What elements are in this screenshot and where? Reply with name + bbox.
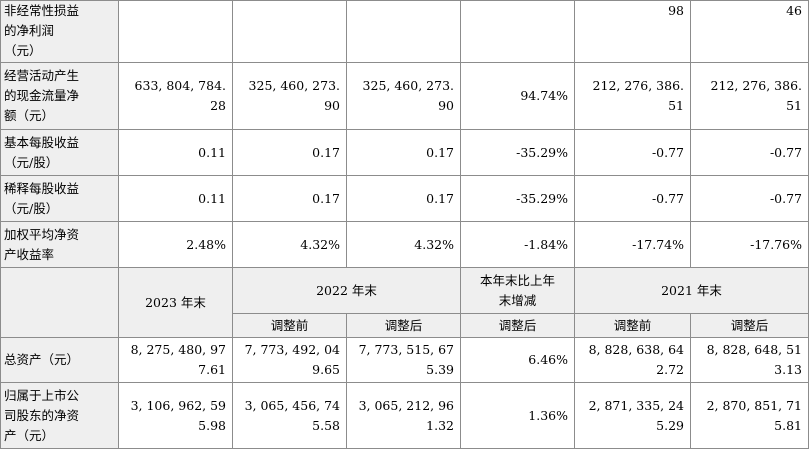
header-2021: 2021 年末 xyxy=(574,267,809,314)
header-blank-cell xyxy=(0,267,119,338)
cell-2022-after: 0.17 xyxy=(346,129,461,176)
cell-2023: 0.11 xyxy=(118,129,233,176)
cell-2021-after: 2, 870, 851, 71 5.81 xyxy=(690,382,809,449)
cell-2022-before xyxy=(232,0,347,63)
table-row-diluted-eps: 稀释每股收益 （元/股） 0.11 0.17 0.17 -35.29% -0.7… xyxy=(0,175,809,222)
cell-2022-before: 3, 065, 456, 74 5.58 xyxy=(232,382,347,449)
header-2021-after: 调整后 xyxy=(690,313,809,338)
header-2022-after: 调整后 xyxy=(346,313,461,338)
cell-2021-before: -17.74% xyxy=(574,221,691,268)
cell-2022-before: 4.32% xyxy=(232,221,347,268)
cell-2023 xyxy=(118,0,233,63)
table-row-total-assets: 总资产（元） 8, 275, 480, 97 7.61 7, 773, 492,… xyxy=(0,337,809,383)
row-label: 基本每股收益 （元/股） xyxy=(0,129,119,176)
cell-change: 94.74% xyxy=(460,62,575,130)
cell-2022-before: 0.17 xyxy=(232,175,347,222)
cell-2023: 633, 804, 784. 28 xyxy=(118,62,233,130)
cell-2021-before: 212, 276, 386. 51 xyxy=(574,62,691,130)
header-change: 本年末比上年 末增减 xyxy=(460,267,575,314)
table-row-nonrecurring-profit: 非经常性损益 的净利润 （元） 98 46 xyxy=(0,0,809,63)
cell-change: -1.84% xyxy=(460,221,575,268)
header-2022-before: 调整前 xyxy=(232,313,347,338)
header-change-after: 调整后 xyxy=(460,313,575,338)
header-2022: 2022 年末 xyxy=(232,267,461,314)
cell-2021-before: 98 xyxy=(574,0,691,63)
cell-change: 1.36% xyxy=(460,382,575,449)
cell-2022-after: 7, 773, 515, 67 5.39 xyxy=(346,337,461,383)
header-2021-before: 调整前 xyxy=(574,313,691,338)
header-row-adjustment: 调整前 调整后 调整后 调整前 调整后 xyxy=(1,313,809,338)
cell-2021-after: -0.77 xyxy=(690,129,809,176)
cell-2023: 2.48% xyxy=(118,221,233,268)
header-2023: 2023 年末 xyxy=(118,267,233,338)
cell-2021-after: -0.77 xyxy=(690,175,809,222)
row-label: 非经常性损益 的净利润 （元） xyxy=(0,0,119,63)
cell-2021-before: 8, 828, 638, 64 2.72 xyxy=(574,337,691,383)
row-label: 经营活动产生 的现金流量净 额（元） xyxy=(0,62,119,130)
cell-change xyxy=(460,0,575,63)
cell-2021-after: 8, 828, 648, 51 3.13 xyxy=(690,337,809,383)
cell-2021-before: -0.77 xyxy=(574,129,691,176)
cell-2022-after: 0.17 xyxy=(346,175,461,222)
cell-2021-after: -17.76% xyxy=(690,221,809,268)
cell-2023: 0.11 xyxy=(118,175,233,222)
table-row-operating-cashflow: 经营活动产生 的现金流量净 额（元） 633, 804, 784. 28 325… xyxy=(0,62,809,130)
cell-2022-after: 4.32% xyxy=(346,221,461,268)
row-label: 加权平均净资 产收益率 xyxy=(0,221,119,268)
header-row-years: 2023 年末 2022 年末 本年末比上年 末增减 2021 年末 xyxy=(0,267,809,338)
row-label: 归属于上市公 司股东的净资 产（元） xyxy=(0,382,119,449)
table-row-basic-eps: 基本每股收益 （元/股） 0.11 0.17 0.17 -35.29% -0.7… xyxy=(0,129,809,176)
cell-change: 6.46% xyxy=(460,337,575,383)
cell-2023: 8, 275, 480, 97 7.61 xyxy=(118,337,233,383)
cell-2022-before: 0.17 xyxy=(232,129,347,176)
cell-2022-before: 7, 773, 492, 04 9.65 xyxy=(232,337,347,383)
cell-2022-before: 325, 460, 273. 90 xyxy=(232,62,347,130)
cell-2022-after: 3, 065, 212, 96 1.32 xyxy=(346,382,461,449)
cell-change: -35.29% xyxy=(460,175,575,222)
cell-2021-before: -0.77 xyxy=(574,175,691,222)
row-label: 总资产（元） xyxy=(0,337,119,383)
cell-change: -35.29% xyxy=(460,129,575,176)
cell-2021-after: 212, 276, 386. 51 xyxy=(690,62,809,130)
cell-2022-after xyxy=(346,0,461,63)
cell-2022-after: 325, 460, 273. 90 xyxy=(346,62,461,130)
cell-2021-before: 2, 871, 335, 24 5.29 xyxy=(574,382,691,449)
financial-data-table: 非经常性损益 的净利润 （元） 98 46 经营活动产生 的现金流量净 额（元）… xyxy=(0,0,809,449)
table-row-net-assets: 归属于上市公 司股东的净资 产（元） 3, 106, 962, 59 5.98 … xyxy=(0,382,809,449)
cell-2021-after: 46 xyxy=(690,0,809,63)
cell-2023: 3, 106, 962, 59 5.98 xyxy=(118,382,233,449)
table-row-weighted-roe: 加权平均净资 产收益率 2.48% 4.32% 4.32% -1.84% -17… xyxy=(0,221,809,268)
row-label: 稀释每股收益 （元/股） xyxy=(0,175,119,222)
